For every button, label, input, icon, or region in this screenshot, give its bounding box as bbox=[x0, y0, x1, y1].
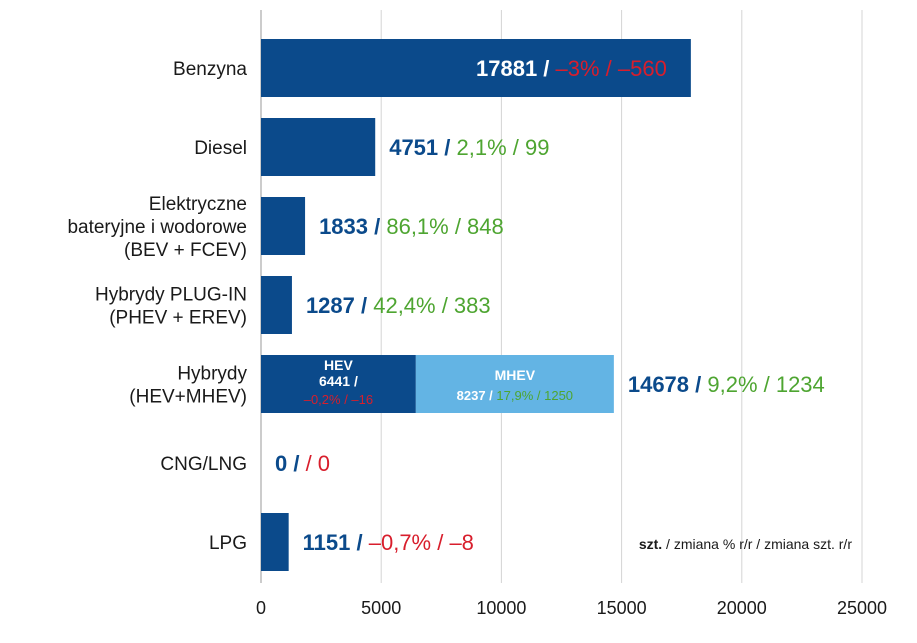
x-tick-label: 10000 bbox=[476, 598, 526, 618]
value-label: 14678 / 9,2% / 1234 bbox=[628, 372, 825, 397]
value-label: 17881 / –3% / –560 bbox=[476, 56, 667, 81]
category-label: Diesel bbox=[194, 138, 247, 159]
x-axis-ticks: 0 5000 10000 15000 20000 25000 bbox=[256, 598, 887, 618]
segment-change: –0,2% / –16 bbox=[304, 392, 373, 407]
category-label: LPG bbox=[209, 533, 247, 554]
category-label: Benzyna bbox=[173, 59, 247, 80]
bar bbox=[261, 118, 376, 176]
category-label: Elektryczne bateryjne i wodorowe (BEV + FC… bbox=[67, 194, 247, 261]
legend-note: szt. / zmiana % r/r / zmiana szt. r/r bbox=[639, 536, 852, 552]
x-tick-label: 5000 bbox=[361, 598, 401, 618]
value-label: 1287 / 42,4% / 383 bbox=[306, 293, 491, 318]
value-label: 4751 / 2,1% / 99 bbox=[389, 135, 549, 160]
value-label: 1151 / –0,7% / –8 bbox=[303, 530, 474, 555]
segment-value: 6441 / bbox=[319, 373, 358, 389]
x-tick-label: 15000 bbox=[597, 598, 647, 618]
legend-unit: szt. bbox=[639, 536, 662, 552]
bar-segment-mhev bbox=[415, 355, 614, 413]
category-label: Hybrydy (HEV+MHEV) bbox=[129, 364, 247, 408]
segment-name: MHEV bbox=[495, 367, 536, 383]
bar bbox=[261, 513, 289, 571]
category-label: Hybrydy PLUG-IN (PHEV + EREV) bbox=[95, 285, 247, 329]
bar bbox=[261, 197, 306, 255]
x-tick-label: 20000 bbox=[717, 598, 767, 618]
bar bbox=[261, 276, 292, 334]
segment-name: HEV bbox=[324, 357, 353, 373]
legend-rest: / zmiana % r/r / zmiana szt. r/r bbox=[662, 536, 852, 552]
category-labels: Benzyna 17881 / –3% / –560 Diesel 4751 / 2,… bbox=[67, 56, 824, 555]
value-label: 1833 / 86,1% / 848 bbox=[319, 214, 504, 239]
bar-segment-hev bbox=[261, 355, 416, 413]
category-label: CNG/LNG bbox=[160, 454, 247, 475]
x-tick-label: 25000 bbox=[837, 598, 887, 618]
segment-value: 8237 / 17,9% / 1250 bbox=[457, 388, 573, 403]
value-label: 0 / / 0 bbox=[275, 451, 330, 476]
x-tick-label: 0 bbox=[256, 598, 266, 618]
gridlines bbox=[260, 10, 863, 583]
bar bbox=[261, 39, 691, 97]
